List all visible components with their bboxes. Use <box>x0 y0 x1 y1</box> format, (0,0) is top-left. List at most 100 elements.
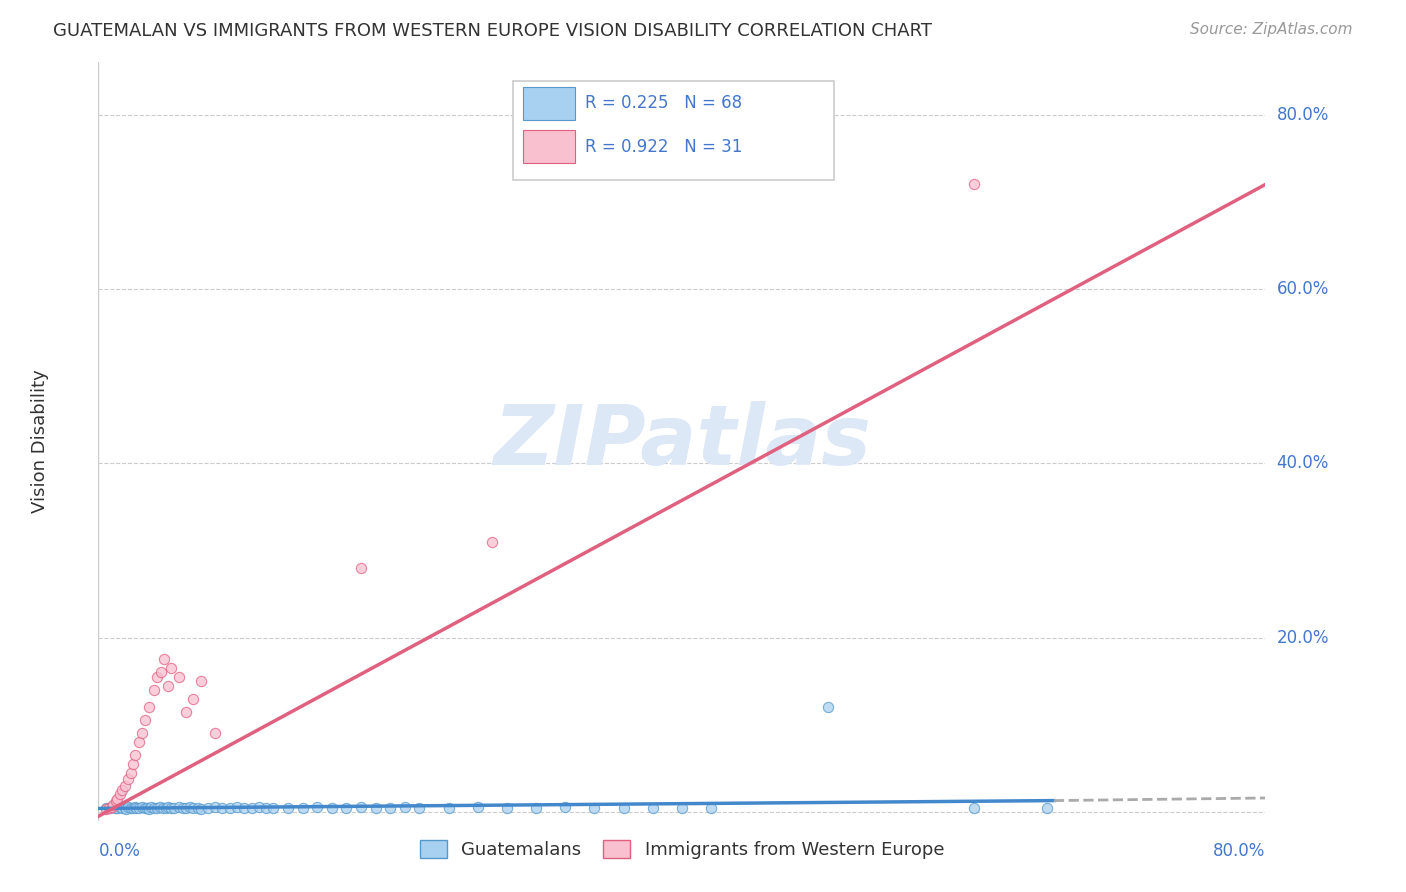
Point <box>97 800 120 814</box>
Text: 80.0%: 80.0% <box>1213 842 1265 861</box>
Point <box>364 801 387 815</box>
Point <box>197 800 219 814</box>
Point <box>437 800 460 814</box>
Point <box>104 801 127 815</box>
Point <box>124 799 146 814</box>
Point <box>167 799 190 814</box>
Text: 0.0%: 0.0% <box>98 842 141 861</box>
Point <box>100 799 122 814</box>
Point <box>134 801 156 815</box>
Text: Source: ZipAtlas.com: Source: ZipAtlas.com <box>1189 22 1353 37</box>
Point <box>641 801 664 815</box>
Point <box>350 561 373 575</box>
Point <box>101 797 124 812</box>
Point <box>163 800 186 814</box>
Point <box>117 799 139 814</box>
Point <box>167 670 190 684</box>
Point <box>380 800 402 814</box>
Point <box>134 714 156 728</box>
Point <box>481 534 503 549</box>
Point <box>181 691 204 706</box>
Point <box>211 801 233 815</box>
Point <box>120 801 142 815</box>
Point <box>335 800 357 814</box>
Point <box>138 700 160 714</box>
Point <box>98 800 121 814</box>
FancyBboxPatch shape <box>513 81 834 180</box>
Point <box>218 800 240 814</box>
Point <box>408 801 430 815</box>
Point <box>104 795 127 809</box>
Point <box>226 799 249 814</box>
Point <box>671 800 693 814</box>
Point <box>321 801 343 815</box>
Point <box>149 799 172 814</box>
Point <box>181 801 204 815</box>
FancyBboxPatch shape <box>523 130 575 163</box>
Text: Vision Disability: Vision Disability <box>31 369 49 514</box>
Point <box>128 800 150 814</box>
Point <box>583 801 606 815</box>
Point <box>277 801 299 815</box>
Point <box>962 800 984 814</box>
Point <box>117 772 139 786</box>
Point <box>160 801 183 815</box>
Legend: Guatemalans, Immigrants from Western Europe: Guatemalans, Immigrants from Western Eur… <box>412 832 952 866</box>
Point <box>122 756 145 771</box>
Point <box>179 799 201 814</box>
FancyBboxPatch shape <box>523 87 575 120</box>
Point <box>291 800 314 814</box>
Text: 80.0%: 80.0% <box>1277 106 1329 124</box>
Text: R = 0.225   N = 68: R = 0.225 N = 68 <box>585 95 742 112</box>
Point <box>94 801 117 815</box>
Point <box>111 783 134 797</box>
Point <box>962 178 984 192</box>
Point <box>496 801 519 815</box>
Point <box>128 735 150 749</box>
Point <box>150 665 173 680</box>
Point <box>131 726 153 740</box>
Point <box>101 799 124 814</box>
Point <box>122 800 145 814</box>
Text: 20.0%: 20.0% <box>1277 629 1329 647</box>
Point <box>467 799 489 814</box>
Point <box>124 748 146 763</box>
Point <box>152 801 174 815</box>
Point <box>817 700 839 714</box>
Point <box>131 799 153 814</box>
Point <box>612 800 634 814</box>
Point <box>135 800 157 814</box>
Text: 40.0%: 40.0% <box>1277 454 1329 473</box>
Point <box>115 802 138 816</box>
Point <box>190 674 212 689</box>
Text: GUATEMALAN VS IMMIGRANTS FROM WESTERN EUROPE VISION DISABILITY CORRELATION CHART: GUATEMALAN VS IMMIGRANTS FROM WESTERN EU… <box>53 22 932 40</box>
Point <box>146 800 169 814</box>
Text: R = 0.922   N = 31: R = 0.922 N = 31 <box>585 137 742 155</box>
Point <box>105 800 128 814</box>
Point <box>110 799 132 814</box>
Point <box>700 801 723 815</box>
Point <box>240 800 263 814</box>
Point <box>155 800 177 814</box>
Text: ZIPatlas: ZIPatlas <box>494 401 870 482</box>
Point <box>138 802 160 816</box>
Point <box>172 801 194 815</box>
Point <box>307 799 329 814</box>
Point <box>142 682 165 697</box>
Point <box>554 799 576 814</box>
Point <box>160 661 183 675</box>
Point <box>157 679 180 693</box>
Point <box>94 802 117 816</box>
Point <box>139 799 162 814</box>
Point <box>153 652 176 666</box>
Point <box>247 799 270 814</box>
Point <box>204 799 226 814</box>
Point <box>350 799 373 814</box>
Point <box>111 801 134 815</box>
Point <box>394 799 416 814</box>
Point <box>105 792 128 806</box>
Point <box>125 801 148 815</box>
Point <box>254 801 277 815</box>
Point <box>120 765 142 780</box>
Point <box>174 800 197 814</box>
